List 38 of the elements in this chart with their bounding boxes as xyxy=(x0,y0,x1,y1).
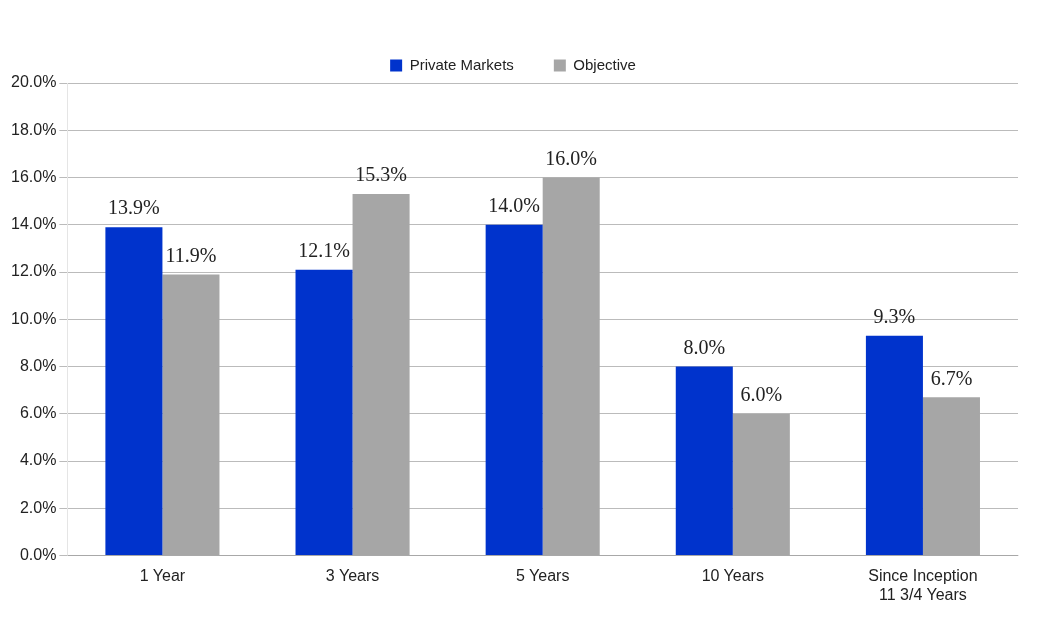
y-tick-label: 10.0% xyxy=(10,309,57,327)
data-label: 15.3% xyxy=(355,163,407,186)
y-tick-label: 12.0% xyxy=(10,262,57,280)
y-tick-label: 2.0% xyxy=(19,498,57,516)
bar xyxy=(732,413,790,556)
data-label: 9.3% xyxy=(873,305,916,328)
bar xyxy=(485,224,543,556)
x-tick-label: Since Inception 11 3/4 Years xyxy=(868,566,978,603)
y-tick-label: 4.0% xyxy=(19,451,57,469)
x-tick-label: 10 Years xyxy=(701,566,764,584)
y-tick-label: 20.0% xyxy=(10,73,57,91)
x-tick-label: 5 Years xyxy=(515,566,570,584)
x-tick-label: 3 Years xyxy=(325,566,380,584)
legend-label: Private Markets xyxy=(409,55,514,73)
legend-label: Objective xyxy=(573,55,636,73)
bar xyxy=(352,194,410,556)
y-tick-label: 14.0% xyxy=(10,215,57,233)
data-label: 11.9% xyxy=(165,243,217,266)
bar xyxy=(865,335,923,556)
data-label: 12.1% xyxy=(298,238,350,261)
data-label: 6.7% xyxy=(930,366,973,389)
data-label: 6.0% xyxy=(740,383,783,406)
bar xyxy=(922,397,980,556)
bar xyxy=(295,269,353,556)
x-tick-label: 1 Year xyxy=(139,566,186,584)
bar xyxy=(675,366,733,556)
y-tick-label: 16.0% xyxy=(10,167,57,185)
data-label: 13.9% xyxy=(108,196,160,219)
y-tick-label: 6.0% xyxy=(19,404,57,422)
y-tick-label: 18.0% xyxy=(10,120,57,138)
bar xyxy=(542,177,600,556)
data-label: 14.0% xyxy=(488,194,540,217)
y-tick-label: 0.0% xyxy=(19,546,57,564)
data-label: 8.0% xyxy=(683,335,726,358)
data-label: 16.0% xyxy=(545,146,598,169)
bar xyxy=(162,274,220,556)
y-tick-label: 8.0% xyxy=(19,356,57,374)
bar xyxy=(105,227,163,556)
